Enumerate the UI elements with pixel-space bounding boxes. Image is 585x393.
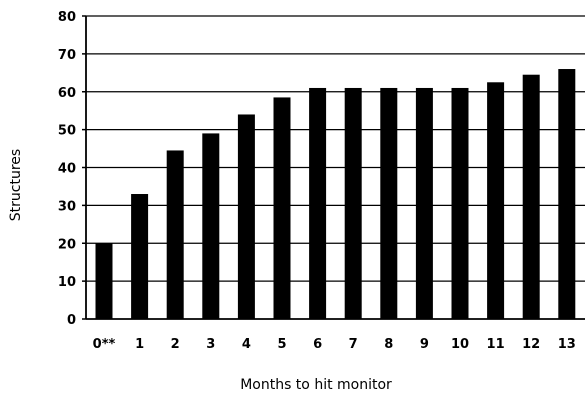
x-tick-label: 11 [487,337,505,352]
x-tick-label: 5 [277,337,286,352]
x-tick-label: 6 [313,337,322,352]
x-tick-label: 4 [242,337,251,352]
bar-9 [415,87,433,320]
y-tick-label: 40 [58,162,76,177]
y-tick-label: 0 [67,313,76,328]
x-tick-label: 3 [206,337,215,352]
bars [95,69,576,320]
x-axis-title: Months to hit monitor [240,377,392,393]
y-tick-label: 20 [58,237,76,252]
bar-1 [131,194,149,319]
axes [82,15,585,320]
y-tick-labels: 0 10 20 30 40 50 60 70 80 [58,10,76,328]
bar-7 [344,87,362,320]
bar-11 [487,82,505,319]
bar-4 [237,114,255,319]
bar-2 [166,150,184,319]
bar-3 [202,133,220,319]
y-tick-label: 30 [58,199,76,214]
y-tick-label: 70 [58,48,76,63]
bar-13 [558,69,576,320]
x-tick-labels: 0** 1 2 3 4 5 6 7 8 9 10 11 12 13 [93,337,576,352]
x-tick-label: 9 [420,337,429,352]
x-tick-label: 7 [349,337,358,352]
bar-10 [451,87,469,320]
grid-lines [86,15,585,282]
y-axis-title: Structures [8,149,24,221]
y-tick-label: 80 [58,10,76,25]
x-tick-label: 10 [451,337,469,352]
y-tick-label: 10 [58,275,76,290]
x-tick-label: 0** [93,337,116,352]
y-tick-label: 50 [58,124,76,139]
bar-5 [273,97,291,320]
bar-6 [309,87,327,320]
bar-0 [95,243,113,319]
x-tick-label: 12 [522,337,540,352]
x-tick-label: 2 [171,337,180,352]
x-tick-label: 1 [135,337,144,352]
x-tick-label: 13 [558,337,576,352]
bar-8 [380,87,398,320]
y-tick-label: 60 [58,86,76,101]
x-tick-label: 8 [384,337,393,352]
bar-12 [522,74,540,319]
